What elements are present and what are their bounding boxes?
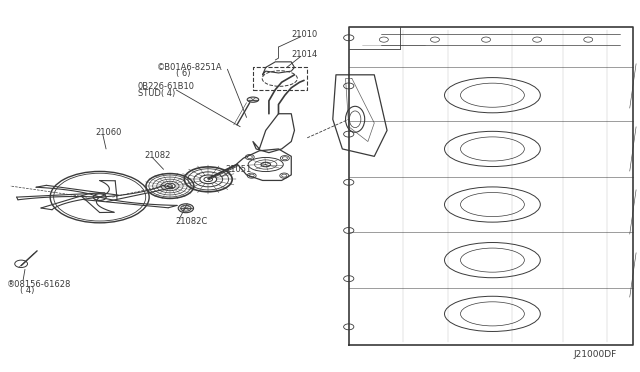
Text: 21082C: 21082C [175, 218, 207, 227]
Text: ©B01A6-8251A: ©B01A6-8251A [157, 63, 223, 72]
Text: 0B226-61B10: 0B226-61B10 [138, 82, 195, 91]
Text: STUD( 4): STUD( 4) [138, 89, 175, 98]
Text: 21051: 21051 [225, 165, 252, 174]
Text: ( 6): ( 6) [176, 69, 191, 78]
Text: J21000DF: J21000DF [573, 350, 617, 359]
Text: 21082: 21082 [145, 151, 171, 160]
Circle shape [178, 204, 193, 213]
Text: ®08156-61628: ®08156-61628 [7, 280, 72, 289]
Text: 21014: 21014 [291, 50, 317, 59]
Text: 21010: 21010 [291, 30, 317, 39]
Ellipse shape [247, 97, 259, 102]
Text: 21060: 21060 [95, 128, 122, 137]
Text: ( 4): ( 4) [20, 286, 34, 295]
